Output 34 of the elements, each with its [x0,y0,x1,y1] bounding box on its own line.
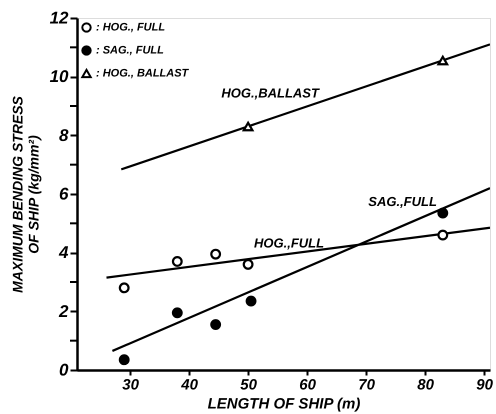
annotation: HOG.,BALLAST [221,85,320,100]
x-tick-label: 70 [358,376,376,394]
point [437,56,448,66]
x-axis-title: LENGTH OF SHIP (m) [208,396,360,412]
point [242,122,254,132]
y-tick-label: 6 [59,184,70,204]
legend-label: : HOG., BALLAST [96,68,190,80]
legend-label: : SAG., FULL [96,44,164,56]
x-tick-label: 40 [180,376,199,394]
y-tick-label: 10 [50,67,70,86]
point [242,258,254,270]
point [210,248,222,260]
x-tick-label: 60 [299,376,317,394]
point [437,230,448,240]
annotation: SAG.,FULL [368,194,437,210]
point [172,256,183,267]
x-tick-label: 30 [122,376,140,394]
point [172,307,183,318]
y-tick-label: 0 [59,360,70,380]
annotation: HOG.,FULL [254,236,324,251]
x-tick-label: 90 [476,376,494,394]
y-tick-label: 4 [58,243,70,262]
y-tick-label: 8 [59,126,70,145]
point [118,354,130,366]
y-tick-label: 2 [58,302,70,321]
point [437,208,448,218]
y-tick-label: 12 [50,8,70,28]
point [210,319,222,330]
point [118,282,130,294]
legend-label: : HOG., FULL [96,22,166,34]
x-tick-label: 50 [240,376,258,394]
point [246,296,256,306]
x-tick-label: 80 [417,376,435,394]
y-axis-title: MAXIMUM BENDING STRESS OF SHIP (kg/mm²) [10,95,42,293]
